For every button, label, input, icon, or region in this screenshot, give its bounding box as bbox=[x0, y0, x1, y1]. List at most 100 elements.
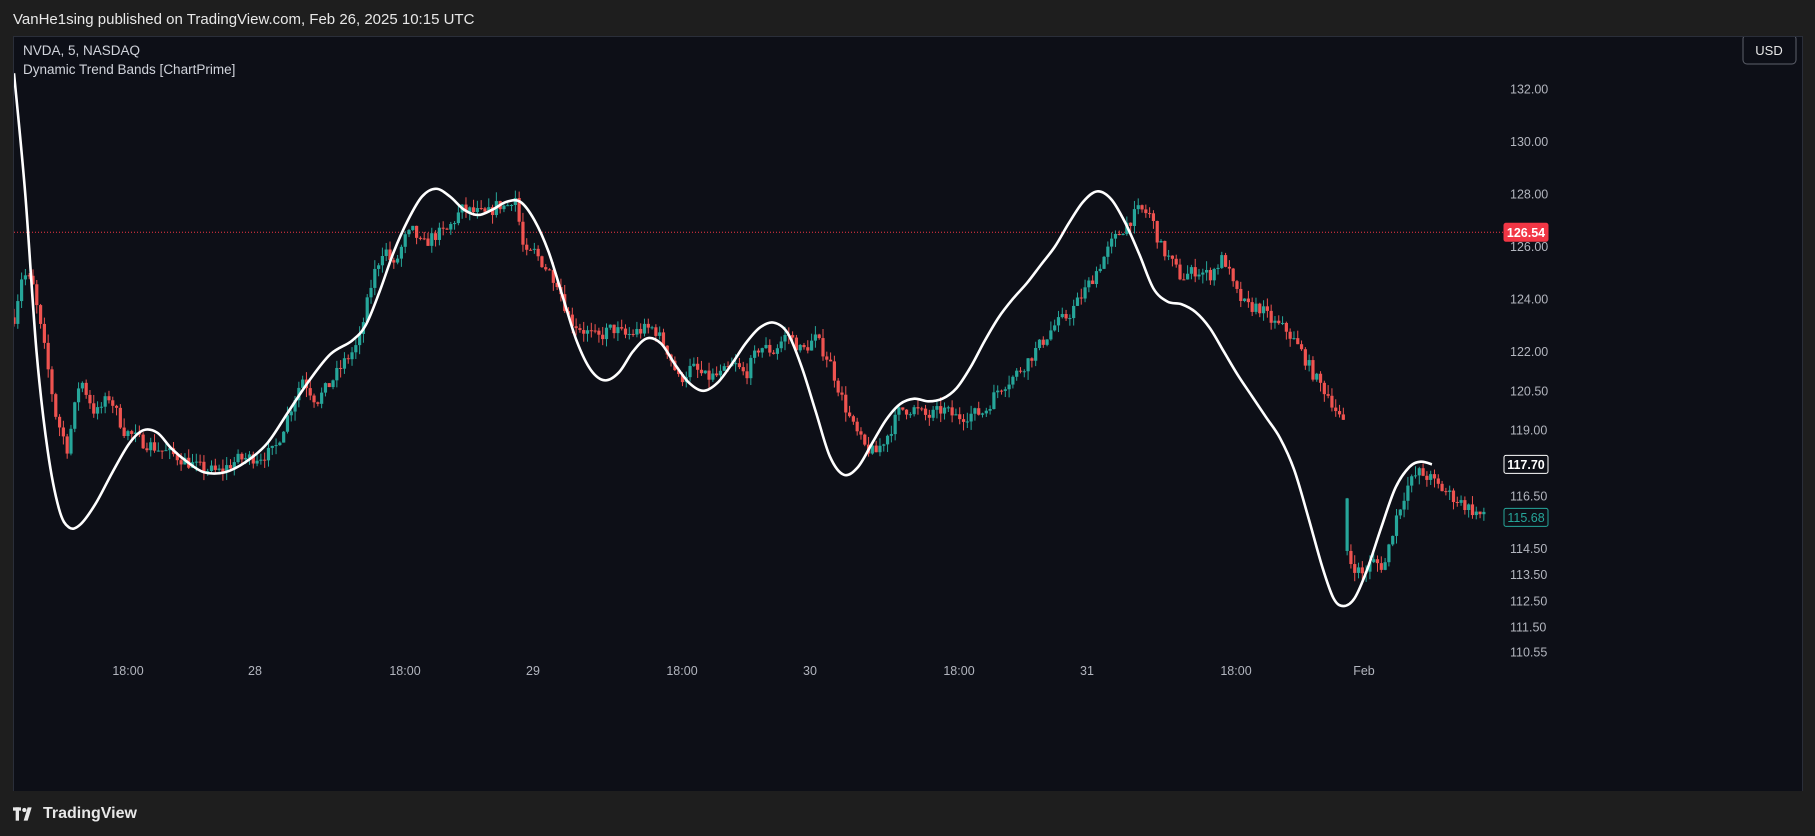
candle-body bbox=[677, 370, 681, 375]
candle-body bbox=[1387, 544, 1391, 563]
y-tick-label: 128.00 bbox=[1510, 187, 1548, 201]
candle-body bbox=[217, 468, 221, 470]
currency-label: USD bbox=[1755, 43, 1782, 58]
candle-body bbox=[335, 367, 339, 381]
candle-body bbox=[1068, 318, 1072, 320]
candle-body bbox=[1265, 306, 1269, 311]
candle-body bbox=[502, 205, 506, 210]
candle-body bbox=[836, 380, 840, 393]
candle-body bbox=[509, 204, 514, 206]
candle-body bbox=[1113, 233, 1118, 239]
candle-body bbox=[741, 367, 745, 372]
candle-body bbox=[1197, 274, 1201, 277]
candle-body bbox=[927, 414, 931, 418]
candle-body bbox=[760, 348, 764, 353]
candle-body bbox=[1220, 255, 1224, 268]
candle-body bbox=[1053, 325, 1057, 331]
candle-body bbox=[1250, 302, 1254, 312]
candle-body bbox=[388, 249, 392, 261]
candle-body bbox=[1174, 258, 1178, 265]
candle-body bbox=[650, 327, 654, 329]
y-tick-label: 119.00 bbox=[1510, 424, 1547, 438]
candle-body bbox=[904, 409, 909, 415]
candle-body bbox=[840, 392, 844, 395]
time-axis[interactable]: 18:00 28 18:00 29 18:00 30 18:00 31 18:00 Feb bbox=[112, 664, 1374, 678]
candle-body bbox=[411, 225, 415, 230]
chart-svg[interactable]: 132.00 130.00 128.00 126.00 124.00 122.00 120.… bbox=[12, 34, 1802, 792]
candle-body bbox=[54, 394, 58, 417]
candle-body bbox=[1079, 297, 1083, 299]
candle-body bbox=[308, 388, 312, 396]
candle-body bbox=[870, 445, 874, 454]
candle-body bbox=[631, 333, 635, 335]
legend-symbol[interactable]: NVDA, 5, NASDAQ bbox=[23, 43, 140, 58]
candle-body bbox=[585, 330, 590, 334]
candle-body bbox=[1273, 320, 1277, 323]
candle-body bbox=[954, 414, 958, 416]
candle-body bbox=[449, 223, 453, 230]
candle-body bbox=[889, 434, 893, 436]
candle-body bbox=[194, 461, 198, 463]
candle-body bbox=[1193, 267, 1197, 277]
top-bar: VanHe1sing published on TradingView.com,… bbox=[0, 0, 1815, 36]
candle-body bbox=[798, 344, 802, 351]
candle-body bbox=[582, 330, 586, 334]
candle-body bbox=[1159, 240, 1163, 243]
candle-body bbox=[483, 208, 487, 212]
candle-body bbox=[897, 407, 901, 415]
candle-body bbox=[851, 416, 855, 422]
y-tick-label: 120.50 bbox=[1510, 384, 1548, 398]
candle-body bbox=[722, 366, 726, 371]
candle-body bbox=[821, 338, 825, 357]
chart-panel[interactable]: 132.00 130.00 128.00 126.00 124.00 122.00 120.… bbox=[12, 34, 1803, 793]
currency-button[interactable]: USD bbox=[1742, 34, 1797, 65]
candle-body bbox=[1326, 394, 1330, 396]
candle-body bbox=[1011, 376, 1015, 385]
candle-body bbox=[646, 323, 650, 328]
candle-body bbox=[589, 330, 593, 332]
candle-body bbox=[1353, 564, 1357, 573]
candle-body bbox=[1110, 238, 1114, 247]
candle-body bbox=[931, 409, 935, 418]
candle-body bbox=[164, 450, 168, 452]
x-tick-label: 29 bbox=[526, 664, 540, 678]
candle-body bbox=[942, 407, 947, 414]
x-tick-label: 28 bbox=[248, 664, 262, 678]
candle-body bbox=[1132, 209, 1137, 226]
candle-body bbox=[1129, 222, 1133, 226]
candle-body bbox=[1334, 407, 1338, 412]
candle-body bbox=[939, 406, 943, 414]
publisher-caption: VanHe1sing published on TradingView.com,… bbox=[13, 11, 475, 28]
candle-body bbox=[1163, 240, 1167, 257]
candle-body bbox=[688, 365, 692, 378]
candle-body bbox=[50, 369, 54, 395]
candle-body bbox=[278, 442, 282, 446]
candle-body bbox=[779, 341, 783, 349]
candle-body bbox=[487, 207, 491, 212]
candle-body bbox=[616, 327, 620, 334]
candle-body bbox=[832, 361, 836, 381]
candle-body bbox=[707, 370, 711, 380]
price-axis[interactable]: 132.00 130.00 128.00 126.00 124.00 122.00 120.… bbox=[1510, 83, 1548, 660]
candle-body bbox=[734, 363, 738, 365]
candle-body bbox=[1432, 474, 1437, 479]
candle-body bbox=[1235, 281, 1239, 289]
candle-body bbox=[1242, 298, 1247, 301]
candle-body bbox=[1322, 382, 1326, 395]
candle-body bbox=[532, 248, 536, 250]
candle-body bbox=[506, 205, 510, 207]
candle-body bbox=[874, 445, 878, 453]
candle-body bbox=[263, 459, 267, 461]
candle-body bbox=[578, 328, 582, 331]
candle-body bbox=[1421, 468, 1425, 476]
candle-body bbox=[715, 373, 719, 376]
candle-body bbox=[293, 400, 297, 412]
tradingview-logo[interactable]: TradingView bbox=[13, 805, 137, 823]
candle-body bbox=[1288, 331, 1292, 339]
candle-body bbox=[1026, 358, 1030, 372]
candle-body bbox=[149, 442, 153, 451]
candle-body bbox=[1444, 491, 1448, 493]
candle-body bbox=[1383, 562, 1387, 570]
legend-indicator[interactable]: Dynamic Trend Bands [ChartPrime] bbox=[23, 62, 235, 77]
candle-body bbox=[825, 356, 829, 360]
